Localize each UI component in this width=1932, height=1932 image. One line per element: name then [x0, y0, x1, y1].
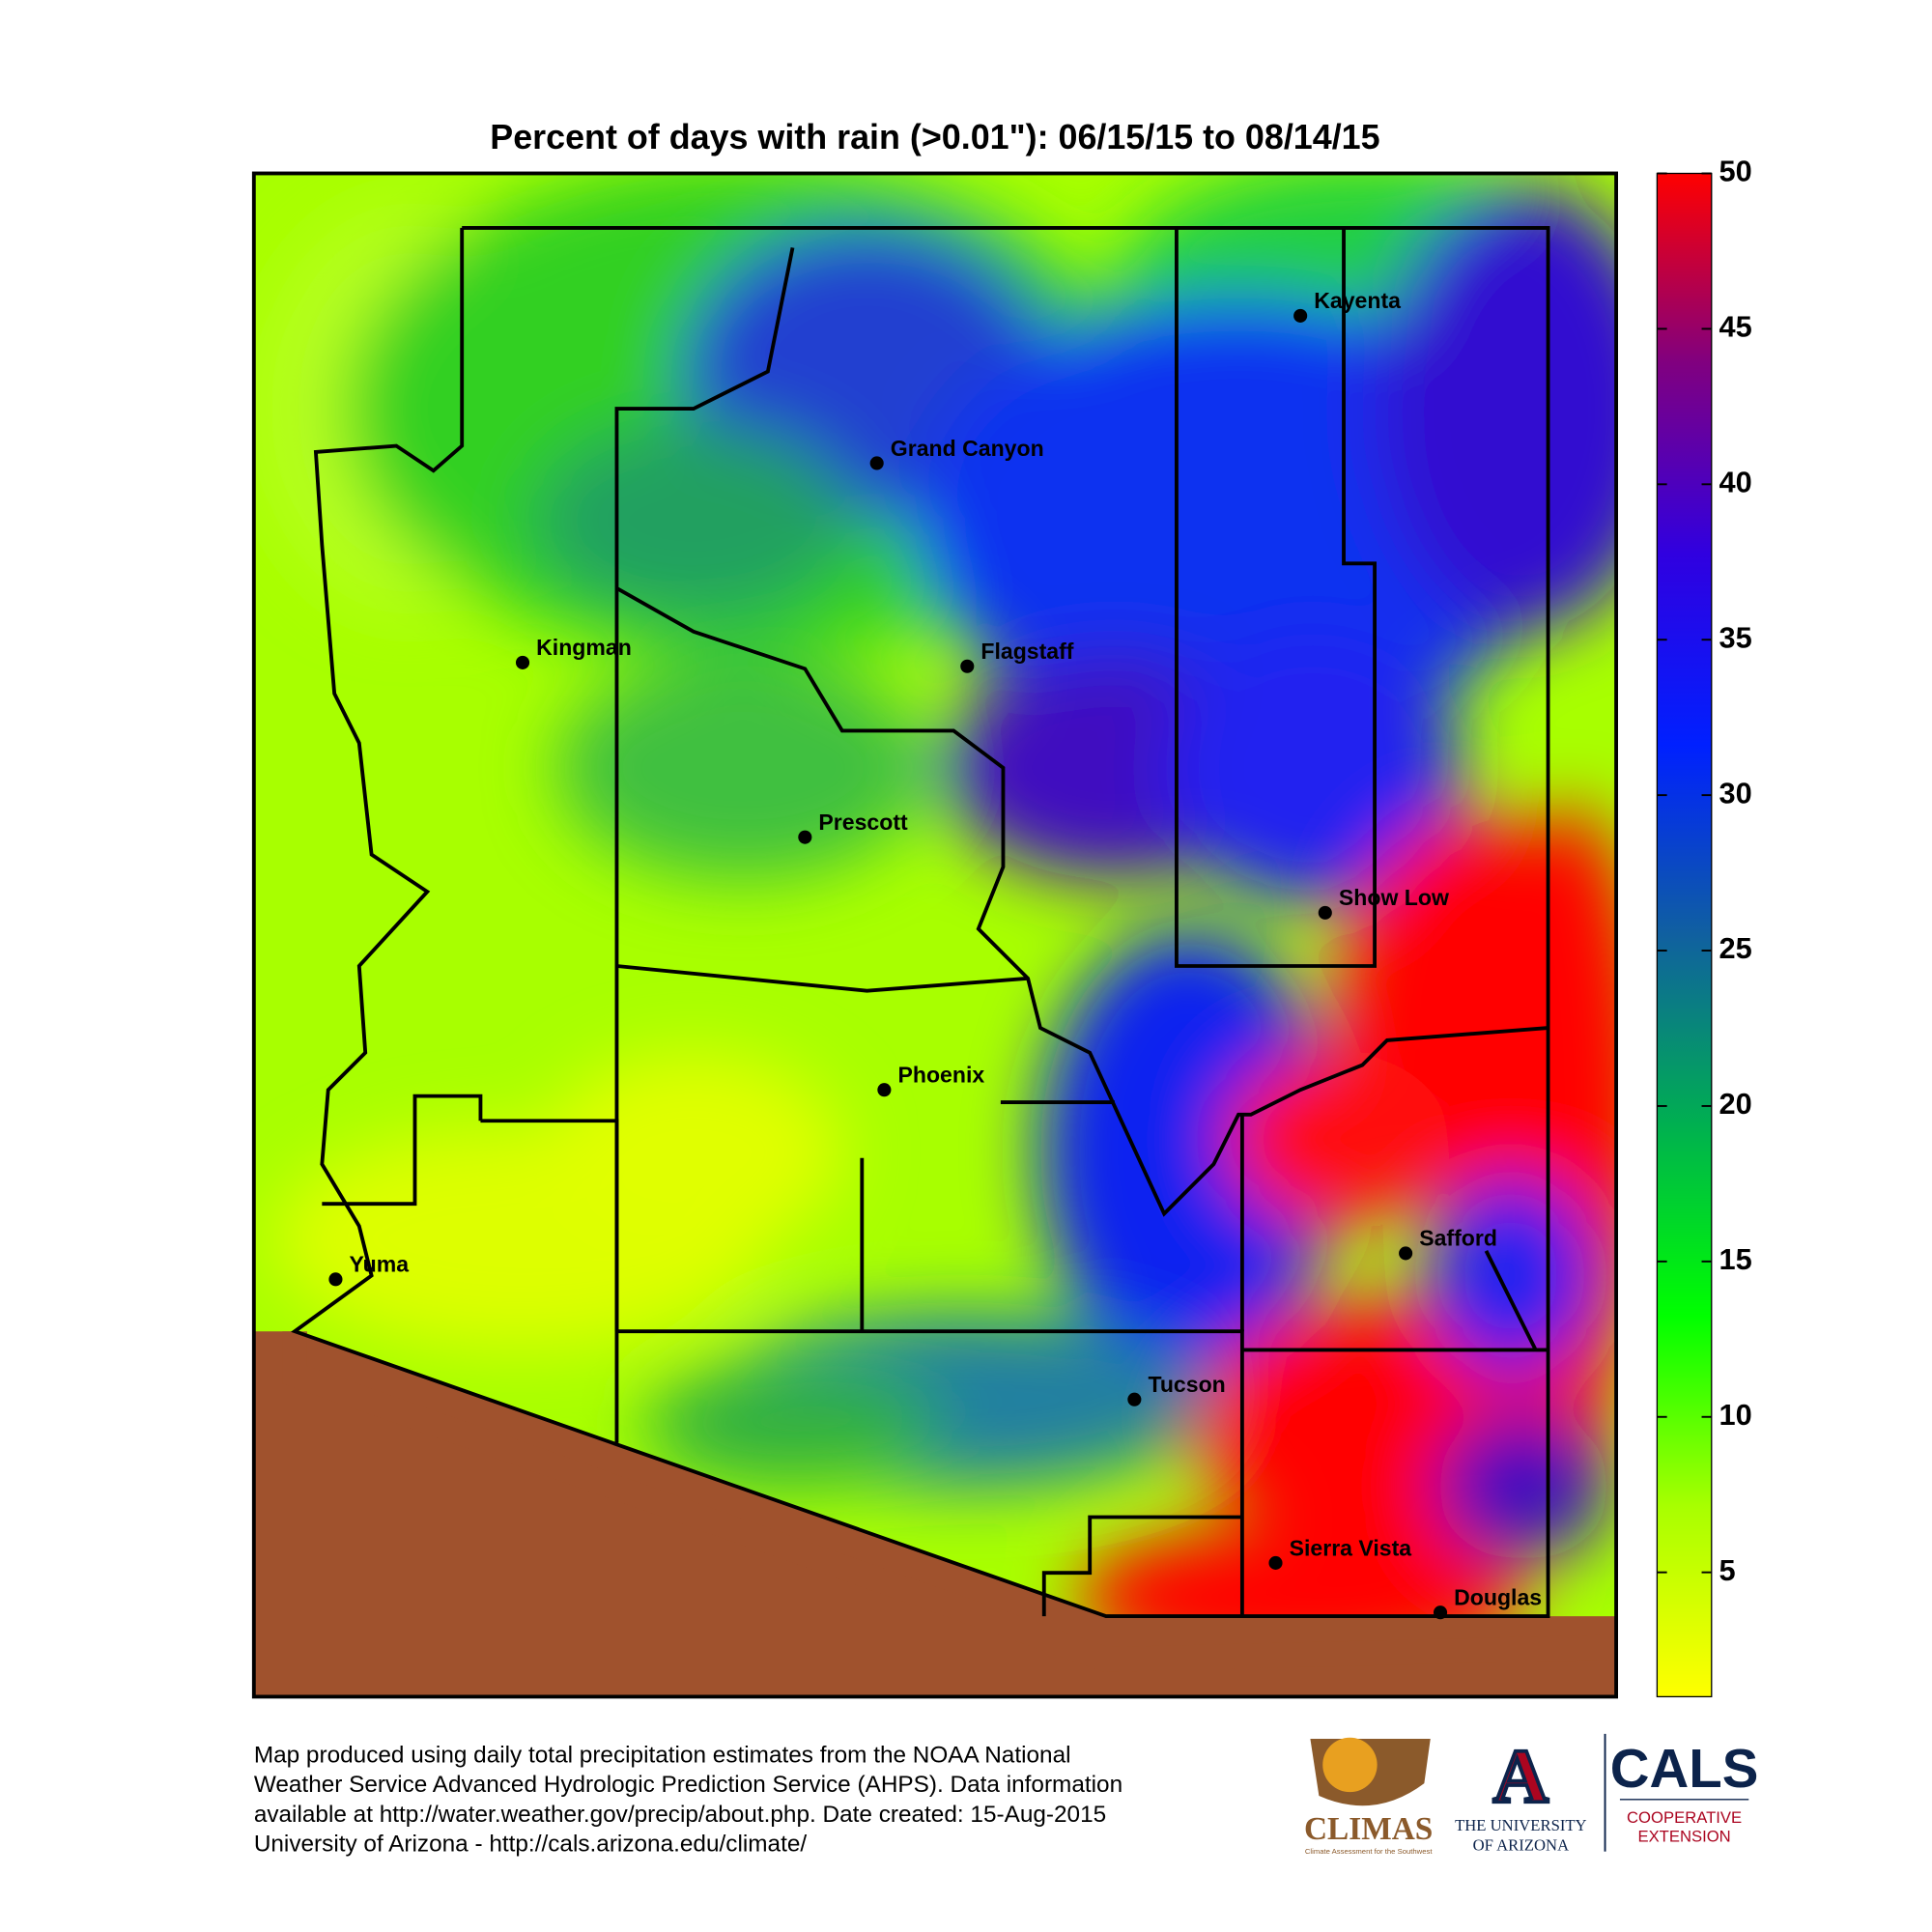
tick-label: 15: [1719, 1242, 1751, 1276]
colorbar-ticks: 5 10 15 20 25 30 35 40 45 50: [1657, 155, 1752, 1587]
city-marker: [960, 659, 975, 673]
logo-text: A: [1493, 1734, 1548, 1819]
logo-text: Climate Assessment for the Southwest: [1305, 1847, 1433, 1856]
footer-line: University of Arizona - http://cals.ariz…: [254, 1832, 808, 1858]
city-marker: [869, 456, 884, 470]
tick-label: 50: [1719, 155, 1751, 188]
tick-label: 5: [1719, 1553, 1735, 1587]
city-label: Prescott: [818, 810, 908, 835]
city-marker: [1268, 1555, 1283, 1570]
city-label: Grand Canyon: [891, 436, 1044, 461]
tick-label: 35: [1719, 620, 1751, 654]
city-marker: [877, 1083, 892, 1097]
city-marker: [1318, 905, 1332, 920]
city-marker: [515, 655, 530, 669]
city-label: Flagstaff: [980, 639, 1073, 664]
tick-label: 10: [1719, 1398, 1751, 1432]
city-label: Phoenix: [897, 1063, 984, 1088]
map-title: Percent of days with rain (>0.01"): 06/1…: [490, 118, 1379, 156]
climas-logo: CLIMAS Climate Assessment for the Southw…: [1304, 1737, 1433, 1856]
city-label: Kingman: [536, 635, 632, 660]
tick-label: 20: [1719, 1087, 1751, 1121]
footer-line: available at http://water.weather.gov/pr…: [254, 1802, 1106, 1828]
boundaries: [291, 225, 1550, 1619]
city-label: Tucson: [1148, 1372, 1225, 1397]
city-marker: [1433, 1605, 1448, 1620]
ua-logo: A THE UNIVERSITY OF ARIZONA: [1455, 1732, 1606, 1854]
logo-text: EXTENSION: [1637, 1827, 1730, 1845]
tick-label: 40: [1719, 465, 1751, 498]
footer-line: Weather Service Advanced Hydrologic Pred…: [254, 1772, 1122, 1798]
tick-label: 30: [1719, 776, 1751, 810]
map-frame: [251, 171, 1618, 1699]
city-label: Sierra Vista: [1290, 1535, 1412, 1560]
footer-line: Map produced using daily total precipita…: [254, 1742, 1071, 1768]
city-marker: [1293, 308, 1308, 323]
tick-label: 25: [1719, 931, 1751, 965]
footer: Map produced using daily total precipita…: [254, 1742, 1122, 1857]
city-label: Yuma: [350, 1252, 410, 1277]
logo-text: CLIMAS: [1304, 1811, 1433, 1847]
city-label: Show Low: [1339, 885, 1449, 910]
city-marker: [1127, 1392, 1142, 1406]
logo-text: COOPERATIVE: [1627, 1808, 1742, 1827]
precip-field: [253, 173, 1617, 1697]
city-marker: [798, 830, 812, 844]
logo-text: OF ARIZONA: [1473, 1835, 1569, 1854]
city-label: Kayenta: [1314, 288, 1401, 313]
cals-logo: CALS COOPERATIVE EXTENSION: [1610, 1738, 1759, 1845]
logo-text: CALS: [1610, 1738, 1759, 1799]
city-marker: [1399, 1246, 1413, 1261]
cities: Kayenta Grand Canyon Kingman Flagstaff Presc…: [328, 288, 1542, 1620]
city-label: Douglas: [1454, 1585, 1542, 1610]
colorbar: [1656, 172, 1713, 1698]
logo-text: THE UNIVERSITY: [1455, 1816, 1586, 1834]
city-marker: [328, 1272, 343, 1287]
city-label: Safford: [1419, 1226, 1497, 1251]
tick-label: 45: [1719, 310, 1751, 344]
